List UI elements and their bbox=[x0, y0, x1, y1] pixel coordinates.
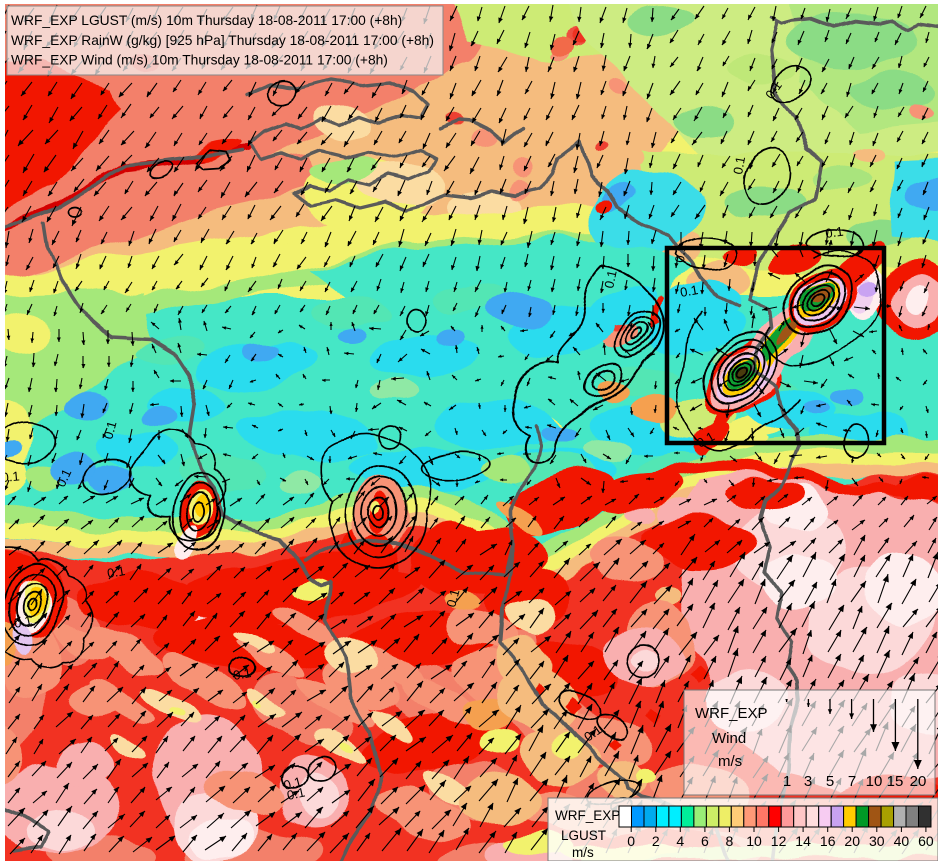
svg-text:0.1: 0.1 bbox=[13, 613, 34, 631]
svg-text:12: 12 bbox=[771, 833, 787, 849]
svg-text:6: 6 bbox=[701, 833, 709, 849]
svg-text:10: 10 bbox=[746, 833, 762, 849]
svg-text:40: 40 bbox=[894, 833, 910, 849]
svg-text:Wind: Wind bbox=[712, 730, 746, 747]
svg-text:20: 20 bbox=[910, 773, 927, 790]
svg-text:0.1: 0.1 bbox=[679, 282, 699, 300]
svg-text:0.1: 0.1 bbox=[824, 224, 844, 241]
svg-text:0: 0 bbox=[627, 833, 635, 849]
svg-text:10: 10 bbox=[866, 773, 883, 790]
svg-text:WRF_EXP LGUST (m/s) 10m Thursd: WRF_EXP LGUST (m/s) 10m Thursday 18-08-2… bbox=[11, 13, 402, 28]
svg-text:WRF_EXP: WRF_EXP bbox=[555, 808, 620, 823]
svg-text:14: 14 bbox=[795, 833, 811, 849]
svg-text:15: 15 bbox=[887, 773, 904, 790]
svg-text:20: 20 bbox=[844, 833, 860, 849]
svg-text:60: 60 bbox=[918, 833, 934, 849]
svg-text:8: 8 bbox=[726, 833, 734, 849]
svg-text:0.1: 0.1 bbox=[232, 665, 252, 683]
svg-text:5: 5 bbox=[826, 773, 834, 790]
svg-text:1: 1 bbox=[783, 773, 791, 790]
svg-text:0.1: 0.1 bbox=[730, 155, 748, 175]
svg-text:0.1: 0.1 bbox=[601, 269, 619, 290]
svg-text:2: 2 bbox=[652, 833, 660, 849]
svg-text:m/s: m/s bbox=[572, 845, 594, 860]
svg-text:m/s: m/s bbox=[718, 753, 742, 770]
svg-text:4: 4 bbox=[676, 833, 684, 849]
svg-text:WRF_EXP: WRF_EXP bbox=[695, 705, 768, 722]
svg-text:3: 3 bbox=[804, 773, 812, 790]
svg-text:0.1: 0.1 bbox=[1, 468, 20, 485]
svg-text:WRF_EXP RainW (g/kg) [925 hPa]: WRF_EXP RainW (g/kg) [925 hPa] Thursday … bbox=[11, 33, 434, 48]
svg-text:0.1: 0.1 bbox=[443, 587, 462, 608]
svg-text:WRF_EXP Wind (m/s) 10m Thursda: WRF_EXP Wind (m/s) 10m Thursday 18-08-20… bbox=[11, 53, 388, 68]
svg-text:7: 7 bbox=[848, 773, 856, 790]
svg-text:LGUST: LGUST bbox=[561, 828, 606, 843]
svg-text:30: 30 bbox=[869, 833, 885, 849]
svg-text:16: 16 bbox=[820, 833, 836, 849]
svg-text:0.1: 0.1 bbox=[282, 774, 303, 793]
